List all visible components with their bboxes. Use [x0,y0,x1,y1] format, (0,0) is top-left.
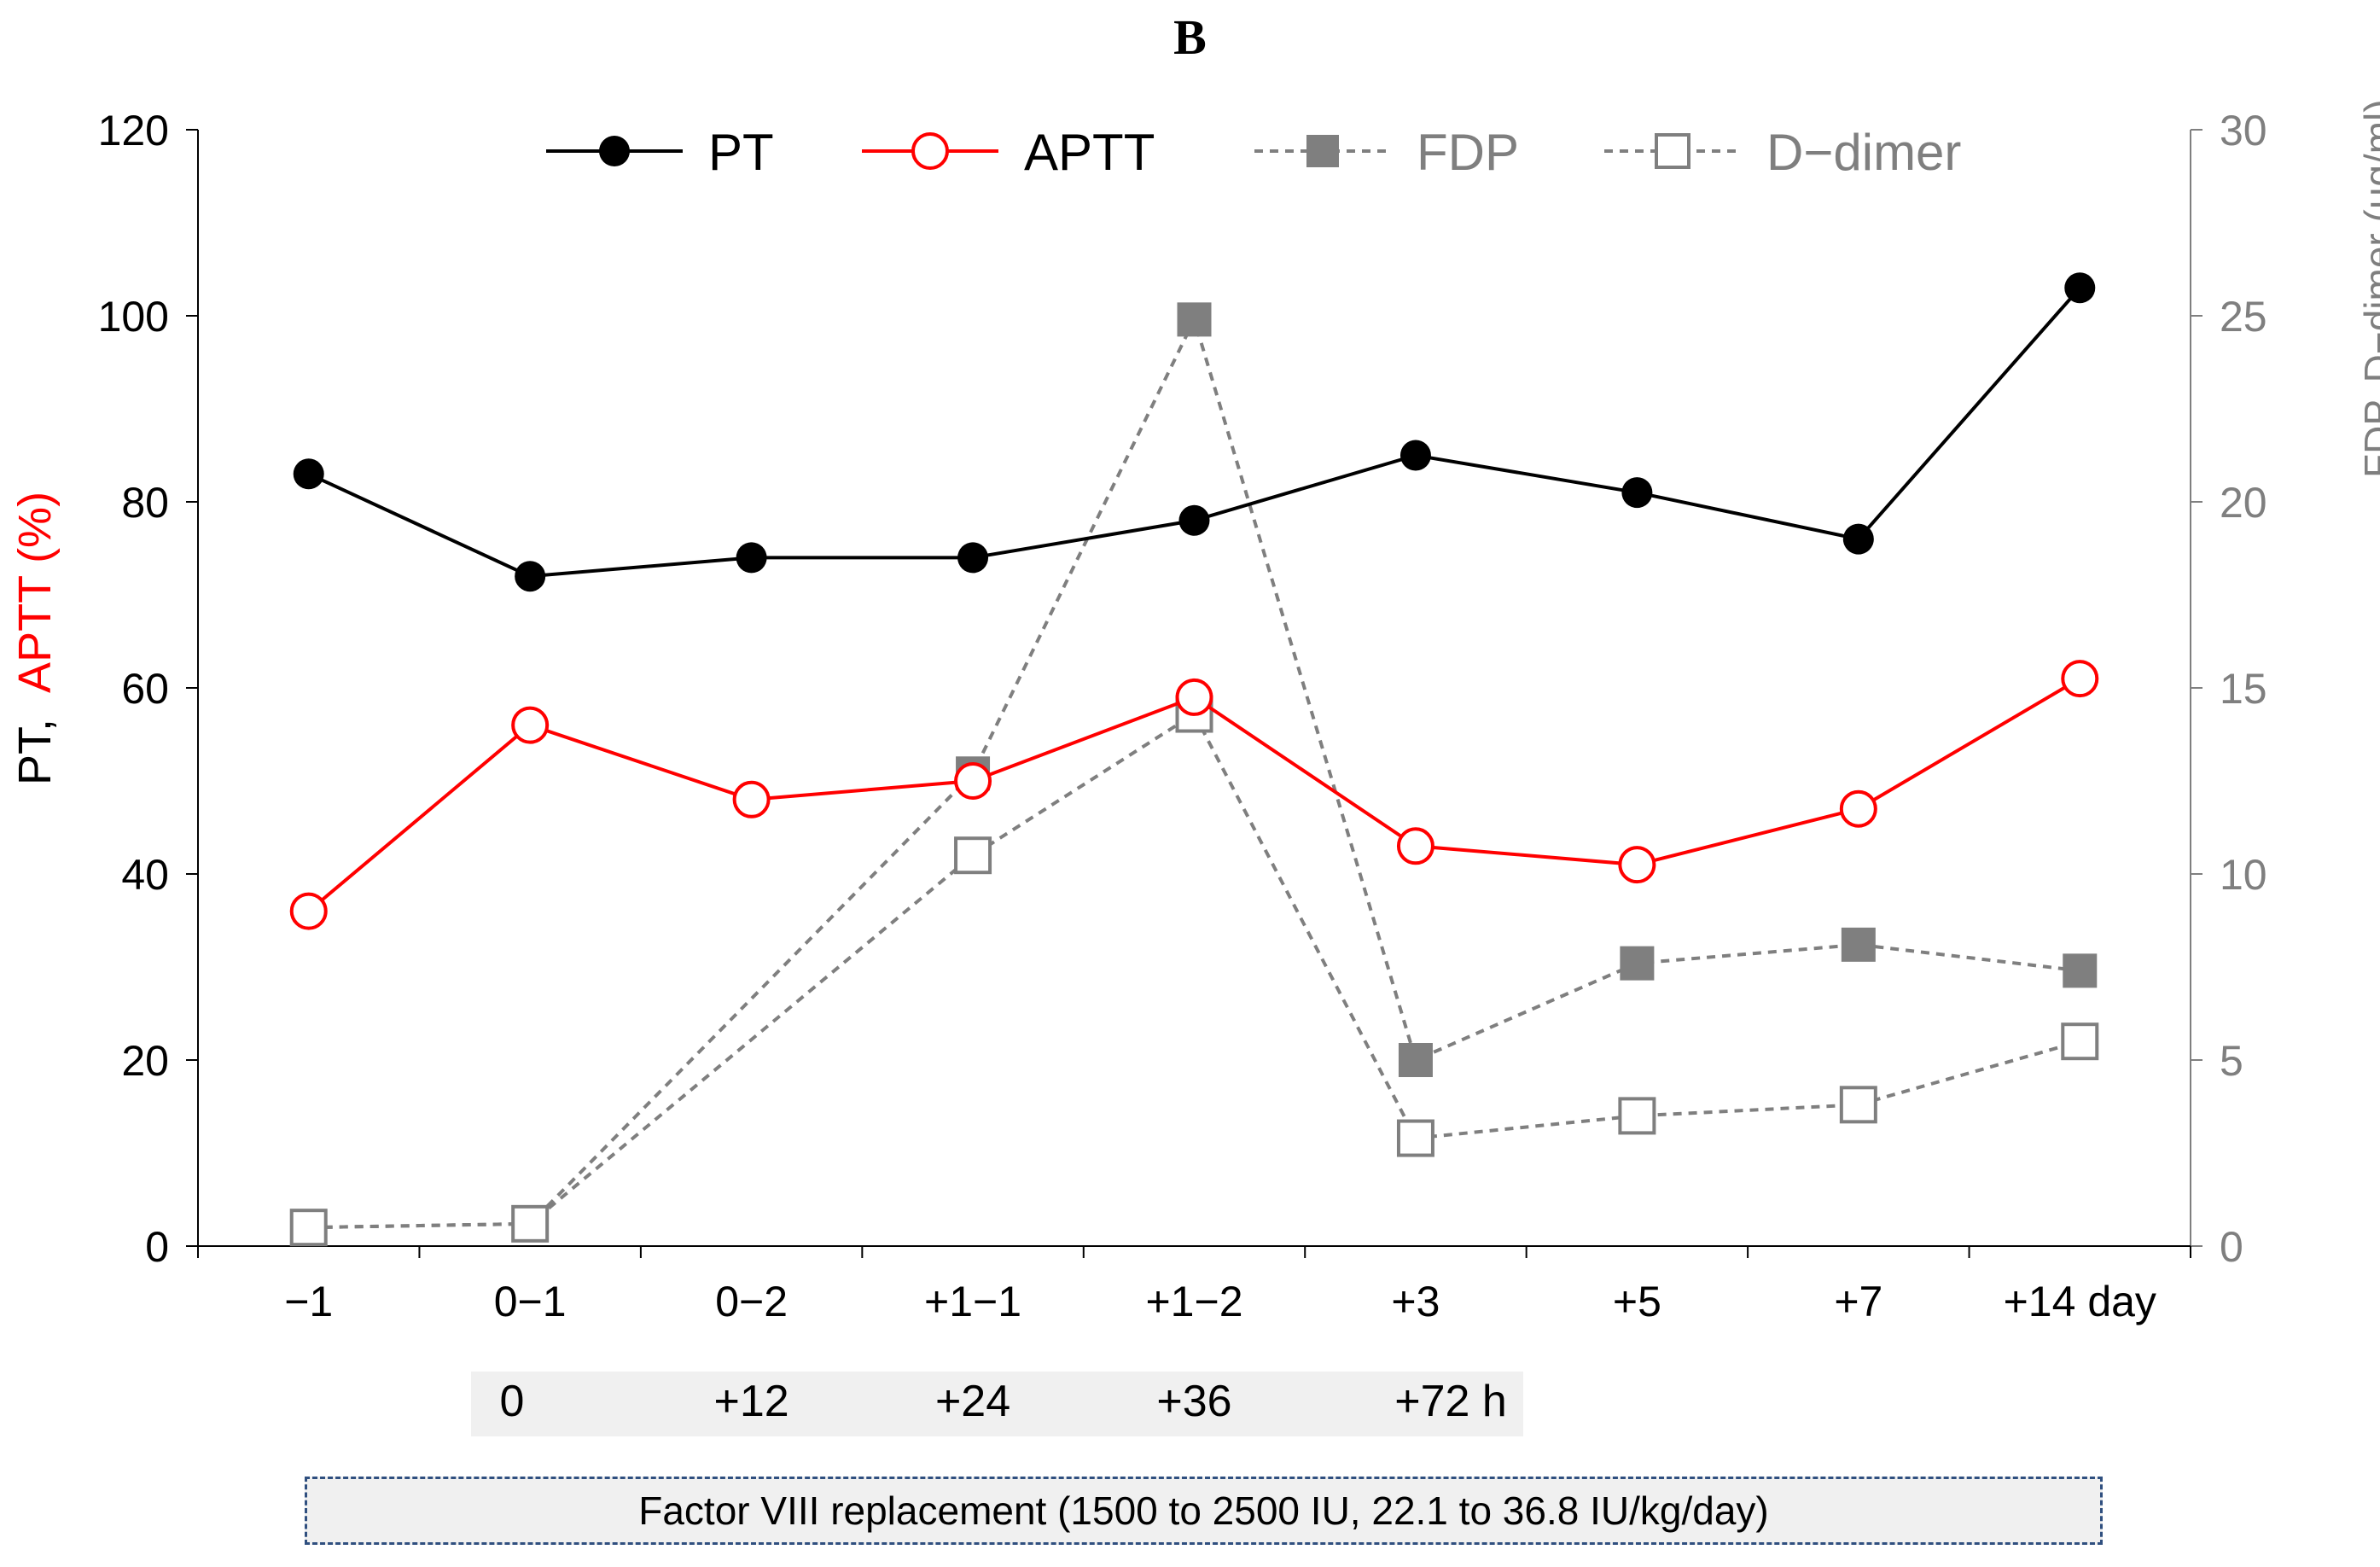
point-ddimer [511,1204,550,1243]
hours-label: +72 h [1394,1377,1507,1426]
point-ddimer [954,836,992,875]
y-axis-left-label: PT, APTT (%) [9,492,61,785]
y-axis-right-label: FDP, D−dimer (µg/ml) [2356,99,2380,478]
point-pt [1842,523,1874,555]
point-aptt [511,706,550,744]
hours-label: +36 [1156,1377,1232,1426]
legend-aptt-marker [911,132,949,170]
point-pt [293,458,324,490]
x-tick-label: +5 [1613,1278,1661,1325]
point-pt [1621,477,1653,509]
point-pt [1178,504,1210,536]
factor-viii-replacement-text: Factor VIII replacement (1500 to 2500 IU… [638,1488,1769,1533]
point-pt [1399,440,1431,471]
point-aptt [1175,678,1213,716]
y-left-tick-label: 40 [121,851,169,899]
point-aptt [1618,846,1656,884]
point-ddimer [1839,1086,1877,1124]
legend-fdp-marker [1306,135,1339,167]
x-tick-label: +3 [1391,1278,1440,1325]
hours-label: +12 [713,1377,789,1426]
y-right-tick-label: 0 [2220,1223,2243,1271]
legend-fdp-label: FDP [1417,124,1519,181]
panel-label: B [1173,9,1207,65]
y-axis-left-label-pt: PT, [9,718,61,785]
y-right-tick-label: 5 [2220,1037,2243,1085]
x-tick-label: 0−1 [494,1278,567,1325]
point-aptt [954,762,992,800]
y-right-tick-label: 20 [2220,479,2267,527]
y-right-tick-label: 10 [2220,851,2267,899]
y-left-tick-label: 0 [145,1223,169,1271]
y-right-tick-label: 15 [2220,665,2267,713]
x-tick-label: +1−2 [1145,1278,1242,1325]
y-left-tick-label: 20 [121,1037,169,1085]
point-fdp [1177,302,1212,337]
legend-ddimer-marker [1655,133,1690,169]
x-tick-label: +1−1 [924,1278,1021,1325]
point-ddimer [1618,1097,1656,1135]
x-tick-label: +14 day [2004,1278,2156,1325]
point-fdp [1841,927,1876,962]
hours-band [471,1372,1523,1436]
point-aptt [1839,789,1877,828]
point-pt [957,542,989,574]
legend-pt-label: PT [708,124,774,181]
legend-ddimer-label: D−dimer [1766,124,1961,181]
y-left-tick-label: 60 [121,665,169,713]
point-ddimer [1396,1119,1434,1157]
x-tick-label: −1 [284,1278,333,1325]
point-pt [736,542,767,574]
series-line-fdp [308,314,2080,1230]
point-fdp [1398,1043,1433,1077]
legend-pt-marker [599,136,630,166]
hours-label: 0 [499,1377,525,1426]
y-right-tick-label: 30 [2220,107,2267,154]
point-aptt [732,780,771,818]
point-aptt [2061,660,2099,698]
x-tick-label: 0−2 [715,1278,788,1325]
series-line-ddimer [308,711,2080,1230]
point-fdp [2063,953,2098,988]
point-pt [515,561,546,592]
point-fdp [1620,946,1655,981]
point-ddimer [2061,1022,2099,1061]
hours-label: +24 [934,1377,1011,1426]
point-ddimer [289,1209,328,1247]
y-left-tick-label: 120 [98,107,169,154]
y-axis-left-label-aptt: APTT (%) [9,491,61,693]
y-left-tick-label: 100 [98,293,169,341]
y-left-tick-label: 80 [121,479,169,527]
y-right-tick-label: 25 [2220,293,2267,341]
legend-aptt-label: APTT [1024,124,1155,181]
x-tick-label: +7 [1834,1278,1882,1325]
point-aptt [1396,827,1434,865]
point-pt [2064,272,2096,304]
factor-viii-replacement-box: Factor VIII replacement (1500 to 2500 IU… [305,1477,2103,1545]
point-aptt [289,892,328,930]
